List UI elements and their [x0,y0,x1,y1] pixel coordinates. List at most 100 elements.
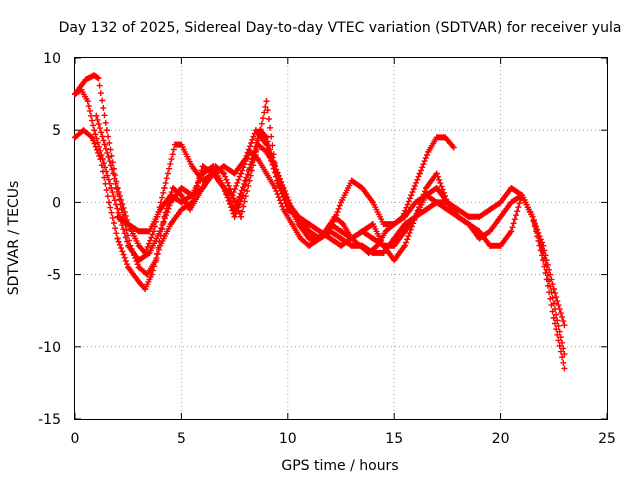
data-point [210,163,217,170]
y-tick-label: 10 [43,51,61,67]
data-point [340,221,347,228]
data-point [82,76,89,83]
data-point [486,228,493,235]
data-point [203,177,210,184]
data-point [508,184,515,191]
data-point [284,199,291,206]
data-point [369,221,376,228]
data-point [199,163,206,170]
data-point [252,148,259,155]
data-point [357,242,364,249]
data-point [423,206,430,213]
x-tick-label: 15 [385,431,403,447]
data-point [550,300,557,307]
data-point [401,228,408,235]
data-point [220,170,227,177]
data-point [348,177,355,184]
data-point [306,221,313,228]
data-point [540,249,547,256]
data-point [518,192,525,199]
data-point [401,242,408,249]
data-point [127,242,134,249]
data-point [91,72,98,79]
data-point [106,199,113,206]
data-point [359,184,366,191]
data-point [391,257,398,264]
data-point [476,235,483,242]
data-point [172,141,179,148]
data-point [455,213,462,220]
data-point [374,242,381,249]
data-point [338,199,344,206]
data-point [289,221,296,228]
data-point [135,228,142,235]
data-point [550,314,557,321]
data-point [497,199,504,206]
x-tick-label: 5 [177,431,186,447]
data-point [242,177,249,184]
data-point [297,235,304,242]
data-point [433,170,440,177]
data-point [550,286,557,293]
data-point [186,206,193,213]
data-point [80,127,87,134]
data-point [497,242,504,249]
data-point [263,98,270,105]
data-point [161,213,168,220]
data-point [114,235,121,242]
data-point [442,134,449,141]
y-tick-label: 5 [52,123,61,139]
data-point [167,221,174,228]
data-point [167,192,174,199]
data-point [401,213,408,220]
series-trace-1 [72,72,568,329]
data-point [338,235,344,242]
data-point [380,221,387,228]
data-point [84,98,91,105]
data-point [274,177,281,184]
axis-ticks [74,57,608,420]
data-point [231,170,238,177]
data-point [161,184,168,191]
data-point [306,242,313,249]
data-point [476,213,483,220]
data-point [391,221,398,228]
data-point [408,192,415,199]
y-axis-label: SDTVAR / TECUs [6,181,22,296]
data-point [444,206,451,213]
data-point [118,206,125,213]
data-point [272,184,279,191]
data-point [508,199,515,206]
y-tick-label: -15 [38,412,61,428]
data-point [72,91,78,98]
series-trace-5 [114,98,568,358]
data-point [237,170,244,177]
data-point [316,228,323,235]
data-point [231,206,238,213]
data-point [199,170,206,177]
data-point [465,213,472,220]
data-point [114,213,121,220]
data-point [327,235,334,242]
data-point [497,213,504,220]
data-point [89,134,96,141]
data-point [178,199,185,206]
data-point [365,249,372,256]
data-point [295,213,302,220]
plot-frame [74,57,608,420]
data-point [561,365,568,372]
data-point [369,235,376,242]
series-markers [72,86,567,366]
data-point [433,134,440,141]
data-point [97,156,104,163]
data-point [391,242,398,249]
data-point [231,213,238,220]
data-point [306,235,313,242]
x-tick-label: 20 [492,431,510,447]
data-point [401,221,408,228]
data-point [380,242,387,249]
data-point [416,170,423,177]
data-point [125,221,132,228]
data-point [327,228,334,235]
